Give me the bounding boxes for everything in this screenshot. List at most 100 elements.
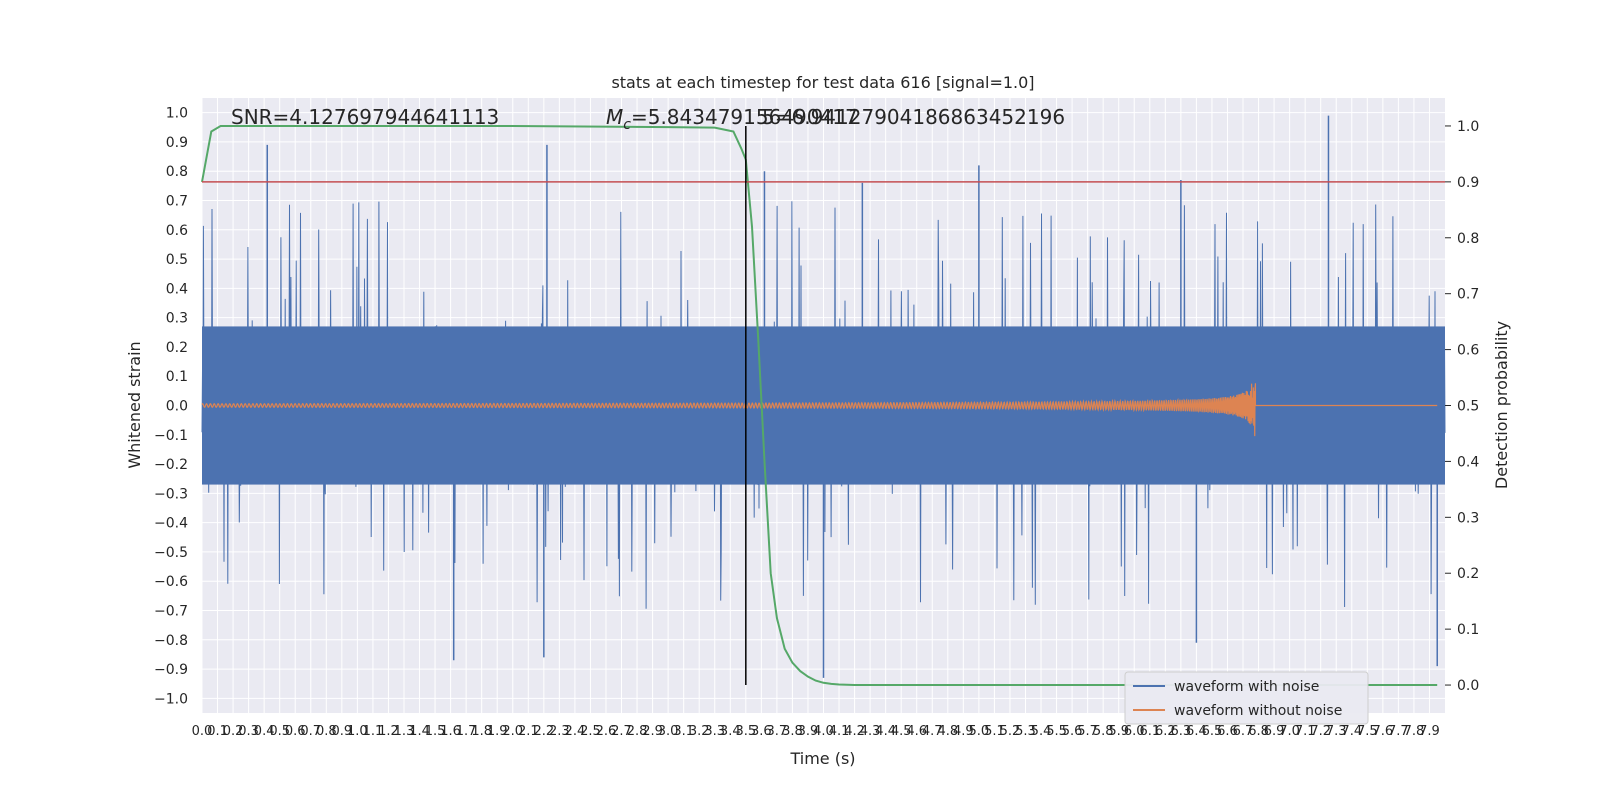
x-tick-label: 0.1 [207, 724, 228, 739]
y-left-tick-label: 0.3 [166, 311, 188, 327]
y-left-tick-label: −0.6 [154, 574, 188, 590]
y-left-tick-label: −0.1 [154, 428, 188, 444]
y-left-tick-label: 0.7 [166, 194, 188, 210]
x-tick-label: 3.9 [798, 724, 819, 739]
x-tick-label: 3.4 [720, 724, 741, 739]
legend-label-noisy: waveform with noise [1174, 679, 1319, 695]
x-tick-label: 1.8 [471, 724, 492, 739]
x-tick-label: 1.3 [394, 724, 415, 739]
x-tick-label: 2.6 [596, 724, 617, 739]
x-tick-label: 2.0 [502, 724, 523, 739]
legend-box [1124, 671, 1369, 725]
y-right-tick-label: 0.2 [1457, 566, 1479, 582]
x-tick-label: 7.5 [1357, 724, 1378, 739]
x-tick-label: 1.4 [409, 724, 430, 739]
y-right-tick-label: 0.7 [1457, 287, 1479, 303]
y-right-tick-label: 0.1 [1457, 622, 1479, 638]
x-tick-label: 4.1 [829, 724, 850, 739]
y-left-tick-label: 0.2 [166, 340, 188, 356]
x-tick-label: 6.3 [1171, 724, 1192, 739]
x-tick-label: 1.6 [440, 724, 461, 739]
x-tick-label: 0.3 [238, 724, 259, 739]
y-left-tick-label: 1.0 [166, 106, 188, 122]
x-tick-label: 4.9 [953, 724, 974, 739]
y-left-tick-label: 0.1 [166, 369, 188, 385]
clean-chirp-trace [201, 383, 1438, 437]
y-left-tick-label: 0.5 [166, 252, 188, 268]
y-right-tick-label: 1.0 [1457, 119, 1479, 135]
y-left-tick-label: −0.9 [154, 662, 188, 678]
x-tick-label: 5.6 [1062, 724, 1083, 739]
x-tick-label: 1.7 [456, 724, 477, 739]
x-tick-label: 2.9 [642, 724, 663, 739]
y-right-tick-label: 0.4 [1457, 454, 1479, 470]
y-left-tick-label: 0.8 [166, 164, 188, 180]
x-tick-label: 6.1 [1139, 724, 1160, 739]
series-waveform-without-noise [201, 383, 1438, 437]
x-tick-label: 7.4 [1341, 724, 1362, 739]
x-tick-label: 4.5 [891, 724, 912, 739]
x-tick-label: 4.0 [813, 724, 834, 739]
x-tick-label: 2.3 [549, 724, 570, 739]
overlapping-annotation: 5=6.94127904186863452196 [762, 105, 1065, 129]
x-tick-label: 6.0 [1124, 724, 1145, 739]
y-left-tick-label: −0.2 [154, 457, 188, 473]
overlays [202, 125, 1445, 686]
x-axis: 0.00.10.20.30.40.50.60.70.80.91.01.11.21… [192, 724, 1440, 739]
x-tick-label: 0.5 [269, 724, 290, 739]
x-tick-label: 5.2 [1000, 724, 1021, 739]
x-tick-label: 2.4 [565, 724, 586, 739]
x-tick-label: 4.3 [860, 724, 881, 739]
x-tick-label: 1.1 [363, 724, 384, 739]
x-tick-label: 7.1 [1295, 724, 1316, 739]
y-left-tick-label: −0.4 [154, 516, 188, 532]
x-tick-label: 2.2 [533, 724, 554, 739]
x-tick-label: 6.4 [1186, 724, 1207, 739]
y-left-tick-label: −0.8 [154, 633, 188, 649]
x-tick-label: 4.8 [937, 724, 958, 739]
series-detection-probability [201, 125, 1438, 686]
y-left-tick-label: −0.7 [154, 604, 188, 620]
y-left-tick-label: −0.5 [154, 545, 188, 561]
y-left-tick-label: −1.0 [154, 691, 188, 707]
y-axis-right: 1.0 0.9 0.8 0.7 0.6 0.5 0.4 0.3 0.2 0.1 0.0 [1445, 119, 1479, 694]
x-tick-label: 4.7 [922, 724, 943, 739]
x-tick-label: 0.6 [285, 724, 306, 739]
x-tick-label: 6.8 [1248, 724, 1269, 739]
x-tick-label: 1.9 [487, 724, 508, 739]
chirp-mass-value: =5.843479156490417 [631, 105, 858, 129]
y-right-tick-label: 0.6 [1457, 343, 1479, 359]
x-tick-label: 1.2 [378, 724, 399, 739]
x-tick-label: 5.4 [1031, 724, 1052, 739]
x-tick-label: 7.8 [1404, 724, 1425, 739]
y-left-tick-label: 0.9 [166, 135, 188, 151]
chirp-mass-subscript: c [623, 117, 631, 133]
x-tick-label: 0.0 [192, 724, 213, 739]
detection-probability-line [201, 125, 1438, 686]
x-tick-label: 5.0 [969, 724, 990, 739]
y-right-tick-label: 0.3 [1457, 510, 1479, 526]
y-axis-right-label: Detection probability [1492, 321, 1511, 489]
x-tick-label: 0.4 [254, 724, 275, 739]
x-tick-label: 7.0 [1279, 724, 1300, 739]
x-tick-label: 5.9 [1108, 724, 1129, 739]
legend: waveform with noise waveform without noi… [1124, 671, 1369, 725]
x-tick-label: 7.2 [1310, 724, 1331, 739]
chirp-mass-symbol: M [606, 105, 623, 129]
x-tick-label: 5.1 [984, 724, 1005, 739]
x-tick-label: 4.4 [875, 724, 896, 739]
x-tick-label: 2.5 [580, 724, 601, 739]
snr-annotation: SNR=4.127697944641113 [231, 105, 499, 129]
x-tick-label: 7.7 [1388, 724, 1409, 739]
x-tick-label: 5.7 [1077, 724, 1098, 739]
y-axis-left: 1.0 0.9 0.8 0.7 0.6 0.5 0.4 0.3 0.2 0.1 0.0 −0.1 −0.… [154, 106, 188, 708]
x-tick-label: 0.9 [331, 724, 352, 739]
x-tick-label: 3.7 [767, 724, 788, 739]
x-tick-label: 6.2 [1155, 724, 1176, 739]
y-left-tick-label: 0.4 [166, 281, 188, 297]
y-left-tick-label: 0.0 [166, 399, 188, 415]
y-right-tick-label: 0.8 [1457, 231, 1479, 247]
x-tick-label: 0.2 [223, 724, 244, 739]
x-tick-label: 2.1 [518, 724, 539, 739]
